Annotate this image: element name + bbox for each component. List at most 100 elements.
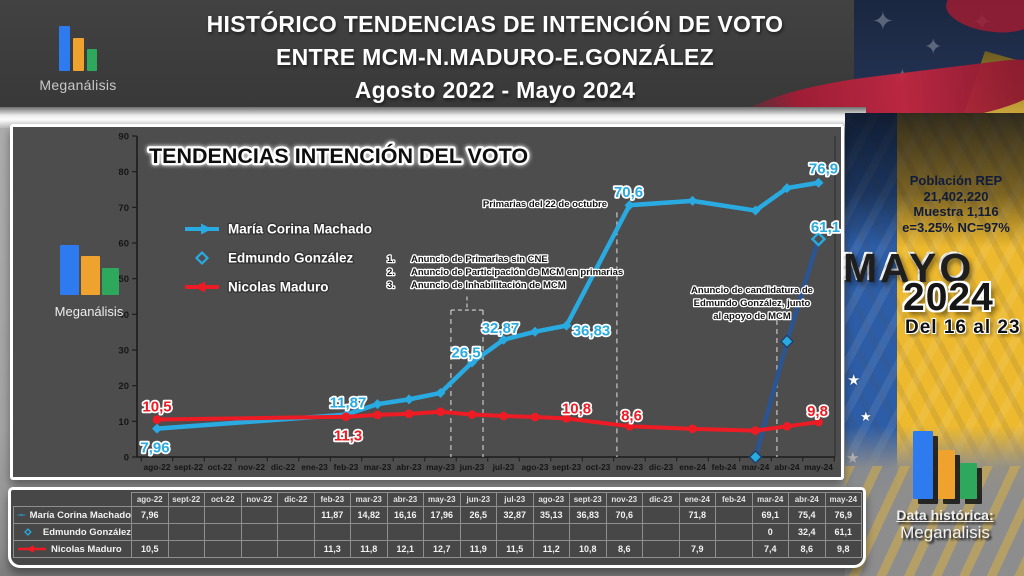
annotation-primarias: Primarias del 22 de octubre — [483, 199, 607, 210]
value-cell: 16,16 — [386, 506, 424, 524]
data-label: 36,83 — [573, 323, 611, 340]
poblacion-label: Población REP — [909, 173, 1003, 188]
data-point-marker — [530, 412, 540, 422]
value-cell — [240, 523, 278, 541]
table-corner-cell — [14, 493, 132, 507]
annotation-list-item: Anuncio de Participación de MCM en prima… — [411, 267, 623, 278]
data-point-marker — [562, 414, 571, 423]
meganalisis-logo: Meganálisis — [33, 26, 123, 93]
logo-bar-orange — [73, 38, 84, 71]
data-point-marker — [751, 426, 760, 435]
meganalisis-label: Meganalisis — [900, 523, 990, 542]
value-cell: 9,8 — [824, 540, 862, 558]
data-point-marker — [814, 417, 823, 427]
value-cell — [678, 523, 716, 541]
value-cell — [496, 523, 534, 541]
x-axis-tick-label: sept-23 — [552, 462, 582, 472]
x-axis-tick-label: dic-22 — [271, 462, 296, 472]
value-cell — [204, 540, 242, 558]
table-column-header: ago-23 — [532, 492, 570, 507]
value-cell: 7,9 — [678, 540, 716, 558]
table-column-header: ago-22 — [131, 492, 169, 507]
data-point-marker — [404, 394, 414, 405]
diamond-open-icon — [24, 528, 32, 536]
star-icon: ★ — [847, 372, 861, 389]
meganalisis-logo-chart: Meganálisis — [53, 245, 125, 319]
x-axis-tick-label: nov-23 — [616, 462, 643, 472]
chart-title: TENDENCIAS INTENCIÓN DEL VOTO — [149, 143, 528, 168]
bar-chart-logo-icon — [33, 26, 123, 71]
data-label: 76,9 — [809, 161, 838, 178]
line-arrow-right-icon — [17, 513, 26, 517]
x-axis-tick-label: abr-23 — [396, 462, 421, 472]
data-point-marker — [530, 326, 540, 337]
data-historica-label: Data histórica: — [896, 507, 994, 523]
title-line-2: ENTRE MCM-N.MADURO-E.GONZÁLEZ — [276, 44, 714, 70]
value-cell — [204, 506, 242, 524]
value-cell: 32,87 — [496, 506, 534, 524]
table-row: María Corina Machado 7,96 11,87 14,82 16,16 1… — [13, 506, 862, 524]
annotation-list-item: Anuncio de Primarias sin CNE — [411, 254, 548, 265]
logo-bar-green — [87, 49, 97, 71]
table-column-header: nov-22 — [240, 492, 278, 507]
logo-bar-green — [101, 268, 119, 295]
logo-bar-green — [960, 463, 977, 499]
value-cell: 69,1 — [751, 506, 789, 524]
value-cell: 8,6 — [788, 540, 826, 558]
table-column-header: ene-24 — [678, 492, 716, 507]
value-cell — [131, 523, 169, 541]
value-cell — [240, 506, 278, 524]
table-column-header: may-24 — [824, 492, 862, 507]
value-cell: 36,83 — [569, 506, 607, 524]
annotation-candidatura: Edmundo González, junto — [694, 298, 811, 309]
dark-top-overlay — [845, 113, 1024, 248]
data-point-marker — [152, 423, 162, 434]
data-historica-logo: Data histórica: Meganalisis — [885, 431, 1005, 543]
data-label: 26,5 — [451, 344, 480, 361]
y-axis-tick-label: 0 — [124, 453, 129, 464]
annotation-list-item: Anuncio de Inhabilitación de MCM — [411, 280, 566, 291]
gray-bottom-overlay — [845, 426, 1024, 576]
value-cell: 70,6 — [605, 506, 643, 524]
star-icon: ★ — [851, 261, 863, 277]
y-axis-tick-label: 30 — [118, 345, 129, 356]
star-icon: ★ — [860, 409, 872, 424]
year-label: 2024 — [903, 276, 994, 319]
logo-bar-blue — [59, 26, 70, 71]
value-cell — [240, 540, 278, 558]
error-confidence: e=3.25% NC=97% — [902, 219, 1010, 235]
series-name: Edmundo González — [15, 526, 131, 538]
table-column-header: jul-23 — [496, 492, 534, 507]
data-label: 9,8 — [807, 403, 828, 420]
data-point-marker — [435, 387, 446, 398]
logo-wordmark: Meganálisis — [54, 304, 124, 319]
header-flag-texture: ✦ ✦ ✦ ✦ — [726, 0, 1024, 113]
value-cell: 10,8 — [569, 540, 607, 558]
value-cell — [605, 523, 643, 541]
table-column-header: mar-24 — [751, 492, 789, 507]
x-axis-tick-label: jun-23 — [459, 462, 485, 472]
value-cell: 8,6 — [605, 540, 643, 558]
page-title: HISTÓRICO TENDENCIAS DE INTENCIÓN DE VOT… — [150, 8, 840, 107]
value-cell — [204, 523, 242, 541]
arrow-left-icon — [194, 281, 205, 293]
value-cell — [532, 523, 570, 541]
x-axis-tick-label: ene-24 — [679, 462, 706, 472]
series-name: Nicolas Maduro — [15, 544, 131, 555]
data-label: 11,87 — [330, 395, 367, 412]
y-axis-tick-label: 20 — [118, 381, 129, 392]
data-labels: 61,1 7,96 11,87 26,532,87 36,83 70,6 76,9 10,5 1… — [139, 159, 842, 458]
chart-annotations: Primarias del 22 de octubre 1. Anuncio de … — [386, 198, 815, 324]
x-axis-tick-label: ago-22 — [144, 462, 171, 472]
chart-legend: María Corina Machado Edmundo González Nico… — [185, 220, 373, 296]
data-label: 70,6 — [614, 184, 643, 201]
x-axis-tick-label: feb-24 — [712, 462, 737, 472]
series-name-label: Edmundo González — [42, 526, 131, 538]
value-cell — [167, 506, 205, 524]
y-axis-tick-label: 50 — [118, 274, 129, 285]
table-column-header: oct-22 — [204, 492, 242, 507]
table-column-header: abr-24 — [788, 492, 826, 507]
x-axis-tick-label: ene-23 — [301, 462, 328, 472]
value-cell: 14,82 — [350, 506, 388, 524]
value-cell: 12,1 — [386, 540, 424, 558]
